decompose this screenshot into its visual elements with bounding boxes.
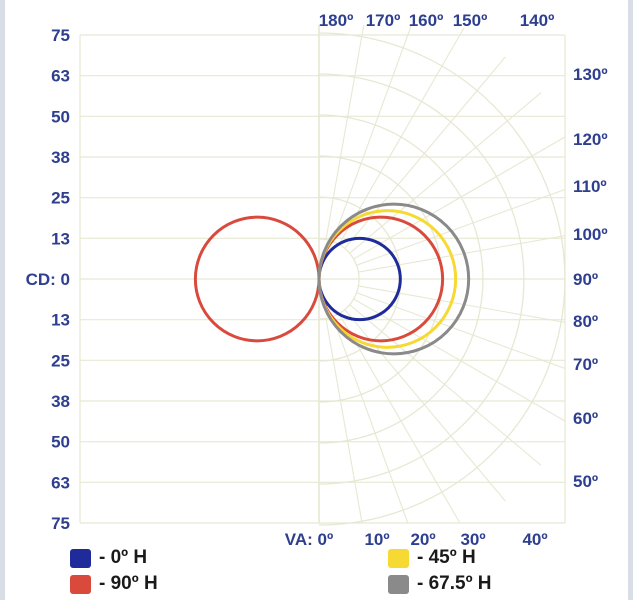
grid-radial bbox=[325, 24, 365, 240]
cd-tick-label: 13 bbox=[51, 229, 70, 248]
grid bbox=[79, 24, 566, 526]
grid-radial bbox=[338, 313, 461, 524]
legend-item: - 45º H bbox=[388, 547, 476, 569]
legend-item: - 90º H bbox=[70, 573, 158, 595]
right-angle-label: 70º bbox=[573, 355, 598, 374]
right-angle-label: 100º bbox=[573, 225, 608, 244]
right-angle-label: 130º bbox=[573, 65, 608, 84]
legend-swatch bbox=[388, 548, 409, 568]
cd-tick-label: 25 bbox=[51, 189, 70, 208]
cd-tick-label: CD: 0 bbox=[26, 270, 70, 289]
top-angle-label: 150º bbox=[453, 11, 488, 30]
frame-right-border bbox=[628, 0, 633, 600]
grid-radial bbox=[332, 24, 412, 242]
cd-tick-label: 13 bbox=[51, 311, 70, 330]
cd-labels: 75 63 50 38 25 13 CD: 0 13 25 38 50 63 75 bbox=[26, 26, 70, 533]
grid-radial bbox=[338, 27, 465, 245]
cd-tick-label: 25 bbox=[51, 351, 70, 370]
right-angle-label: 80º bbox=[573, 312, 598, 331]
cd-tick-label: 50 bbox=[51, 433, 70, 452]
top-angle-label: 170º bbox=[366, 11, 401, 30]
grid-radial bbox=[325, 318, 363, 524]
right-angle-label: 50º bbox=[573, 472, 598, 491]
cd-tick-label: 75 bbox=[51, 514, 70, 533]
cd-tick-label: 38 bbox=[51, 392, 70, 411]
va-tick-label: 40º bbox=[522, 530, 547, 549]
top-angle-label: 160º bbox=[409, 11, 444, 30]
legend-label: - 90º H bbox=[99, 573, 158, 594]
legend-swatch bbox=[70, 574, 91, 594]
top-angle-labels: 180º 170º 160º 150º 140º bbox=[319, 11, 555, 30]
top-angle-label: 180º bbox=[319, 11, 354, 30]
top-angle-label: 140º bbox=[520, 11, 555, 30]
curves bbox=[193, 202, 471, 356]
legend-label: - 0º H bbox=[99, 547, 148, 568]
grid-radial bbox=[349, 304, 542, 466]
right-angle-label: 90º bbox=[573, 270, 598, 289]
grid-radial bbox=[358, 235, 566, 273]
right-angle-label: 120º bbox=[573, 130, 608, 149]
va-tick-label: 30º bbox=[460, 530, 485, 549]
legend-swatch bbox=[388, 574, 409, 594]
legend-item: - 67.5º H bbox=[388, 573, 492, 595]
va-tick-label: 20º bbox=[410, 530, 435, 549]
right-angle-label: 60º bbox=[573, 409, 598, 428]
legend-label: - 67.5º H bbox=[417, 573, 492, 594]
cd-tick-label: 63 bbox=[51, 473, 70, 492]
series-curve bbox=[317, 202, 471, 356]
legend: - 0º H - 90º H - 45º H - 67.5º H bbox=[0, 545, 633, 600]
legend-item: - 0º H bbox=[70, 547, 147, 569]
grid-radial bbox=[358, 285, 566, 323]
right-angle-label: 110º bbox=[573, 177, 607, 196]
va-tick-label: VA: 0º bbox=[285, 530, 333, 549]
legend-label: - 45º H bbox=[417, 547, 476, 568]
va-tick-label: 10º bbox=[364, 530, 389, 549]
grid-radial bbox=[332, 316, 409, 524]
grid-radial bbox=[353, 136, 566, 260]
grid-radial bbox=[349, 92, 542, 254]
va-labels: VA: 0º 10º 20º 30º 40º bbox=[285, 530, 548, 549]
frame-left-border bbox=[0, 0, 5, 600]
cd-tick-label: 50 bbox=[51, 107, 70, 126]
right-angle-labels: 130º 120º 110º 100º 90º 80º 70º 60º 50º bbox=[573, 65, 608, 491]
legend-swatch bbox=[70, 548, 91, 568]
cd-tick-label: 75 bbox=[51, 26, 70, 45]
cd-tick-label: 63 bbox=[51, 67, 70, 86]
grid-radial bbox=[353, 298, 566, 422]
cd-tick-label: 38 bbox=[51, 148, 70, 167]
